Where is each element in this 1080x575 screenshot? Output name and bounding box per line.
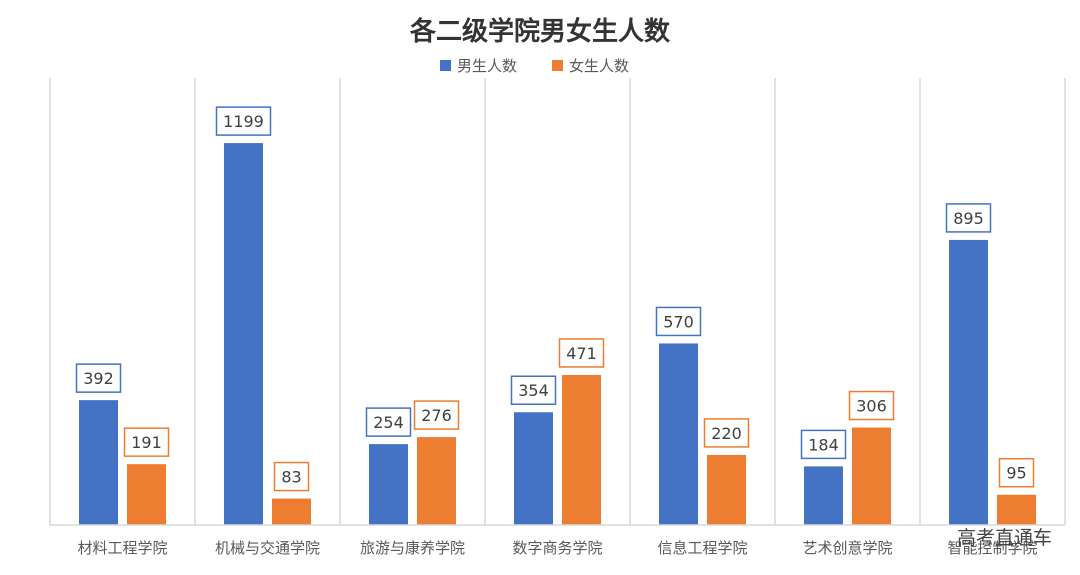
data-label-box (215, 106, 272, 136)
category-tick-label: 材料工程学院 (77, 539, 167, 557)
legend-entry: 男生人数 (457, 57, 517, 75)
bars (79, 143, 1036, 526)
data-label-box (75, 363, 122, 393)
bar (949, 239, 988, 526)
data-label: 191 (131, 433, 162, 452)
data-label: 354 (518, 381, 549, 400)
data-label: 306 (856, 397, 887, 416)
data-label: 276 (421, 406, 452, 425)
bar (224, 143, 263, 525)
bar (562, 374, 601, 525)
category-tick-label: 信息工程学院 (657, 539, 747, 557)
data-label-box (510, 375, 557, 405)
legend: 男生人数 女生人数 (440, 57, 629, 75)
bar (852, 427, 891, 525)
data-label: 83 (281, 468, 301, 487)
bar (79, 400, 118, 525)
data-label: 570 (663, 312, 694, 331)
data-label: 254 (373, 413, 404, 432)
data-label: 220 (711, 424, 742, 443)
data-label-box (123, 427, 170, 457)
legend-entry: 女生人数 (569, 57, 629, 75)
data-label-box (703, 418, 750, 448)
data-label-box (848, 390, 895, 421)
data-label-box (413, 400, 460, 430)
bar (804, 466, 843, 525)
bar (659, 343, 698, 525)
data-label-box (365, 407, 412, 437)
data-label: 95 (1006, 464, 1026, 483)
data-label-box (273, 461, 310, 492)
bar (127, 464, 166, 525)
chart-title: 各二级学院男女生人数 (409, 16, 671, 47)
category-tick-label: 旅游与康养学院 (360, 539, 465, 557)
bar (272, 498, 311, 525)
category-tick-label: 数字商务学院 (512, 539, 602, 557)
data-label: 184 (808, 435, 839, 454)
bar (369, 444, 408, 525)
data-label-box (945, 203, 992, 233)
category-tick-label: 艺术创意学院 (802, 539, 892, 557)
bar (997, 494, 1036, 525)
data-label: 471 (566, 344, 597, 363)
data-label: 392 (83, 369, 114, 388)
legend-swatch (440, 60, 451, 71)
legend-swatch (552, 60, 563, 71)
data-label: 895 (953, 209, 984, 228)
bar (514, 412, 553, 525)
watermark: 高考直通车 (957, 527, 1052, 549)
category-tick-label: 机械与交通学院 (215, 539, 320, 557)
category-tick-labels: 材料工程学院 机械与交通学院 旅游与康养学院 数字商务学院 信息工程学院 艺术创意学院 智能… (77, 539, 1037, 557)
data-label: 1199 (223, 112, 264, 131)
data-label-box (558, 338, 605, 368)
data-label-box (998, 457, 1035, 488)
data-label-box (800, 429, 847, 460)
bar (417, 437, 456, 525)
category-tick-label: 智能控制学院 (947, 539, 1037, 557)
category-separators (49, 78, 1066, 525)
bar (707, 454, 746, 525)
data-label-box (655, 306, 702, 337)
data-labels: 392 191 1199 83 254 276 354 471 570 220 184 306 895 9… (75, 106, 1035, 492)
